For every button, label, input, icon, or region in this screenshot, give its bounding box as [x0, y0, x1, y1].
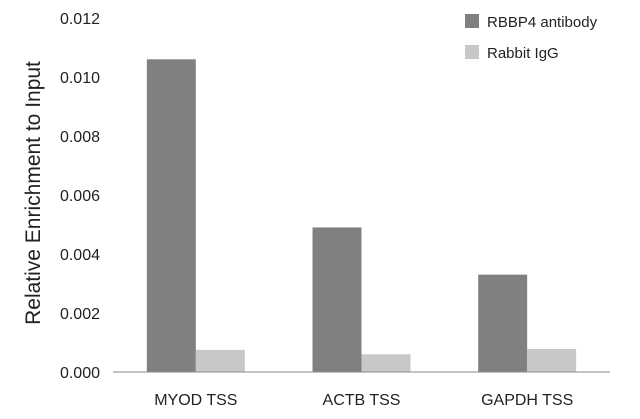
y-tick-label: 0.006 [60, 188, 100, 205]
bar-rbbp4-antibody-2 [478, 274, 528, 372]
bar-rabbit-igg-1 [361, 354, 411, 372]
y-tick-label: 0.002 [60, 306, 100, 323]
bar-rabbit-igg-2 [527, 348, 577, 372]
x-tick-label: ACTB TSS [323, 392, 401, 409]
bars [146, 59, 577, 373]
x-tick-label: MYOD TSS [154, 392, 237, 409]
y-axis-title: Relative Enrichment to Input [22, 61, 45, 325]
x-tick-label: GAPDH TSS [481, 392, 573, 409]
legend-swatch [465, 14, 479, 28]
y-tick-label: 0.010 [60, 70, 100, 87]
legend-swatch [465, 45, 479, 59]
bar-rbbp4-antibody-1 [312, 227, 362, 372]
legend-label: RBBP4 antibody [487, 14, 598, 31]
x-axis: MYOD TSS ACTB TSS GAPDH TSS [154, 392, 573, 409]
y-tick-label: 0.008 [60, 129, 100, 146]
bar-rabbit-igg-0 [195, 349, 245, 372]
bar-rbbp4-antibody-0 [146, 59, 196, 373]
y-tick-label: 0.000 [60, 365, 100, 382]
y-tick-label: 0.004 [60, 247, 100, 264]
legend-label: Rabbit IgG [487, 45, 559, 62]
y-tick-label: 0.012 [60, 11, 100, 28]
y-axis: 0.000 0.002 0.004 0.006 0.008 0.010 0.012 [60, 11, 100, 382]
legend: RBBP4 antibody Rabbit IgG [465, 14, 598, 62]
